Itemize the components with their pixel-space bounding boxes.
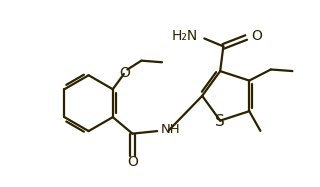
Text: O: O (119, 66, 130, 80)
Text: O: O (127, 155, 138, 169)
Text: O: O (251, 29, 262, 43)
Text: NH: NH (161, 123, 181, 136)
Text: S: S (215, 114, 225, 129)
Text: H₂N: H₂N (172, 29, 198, 43)
